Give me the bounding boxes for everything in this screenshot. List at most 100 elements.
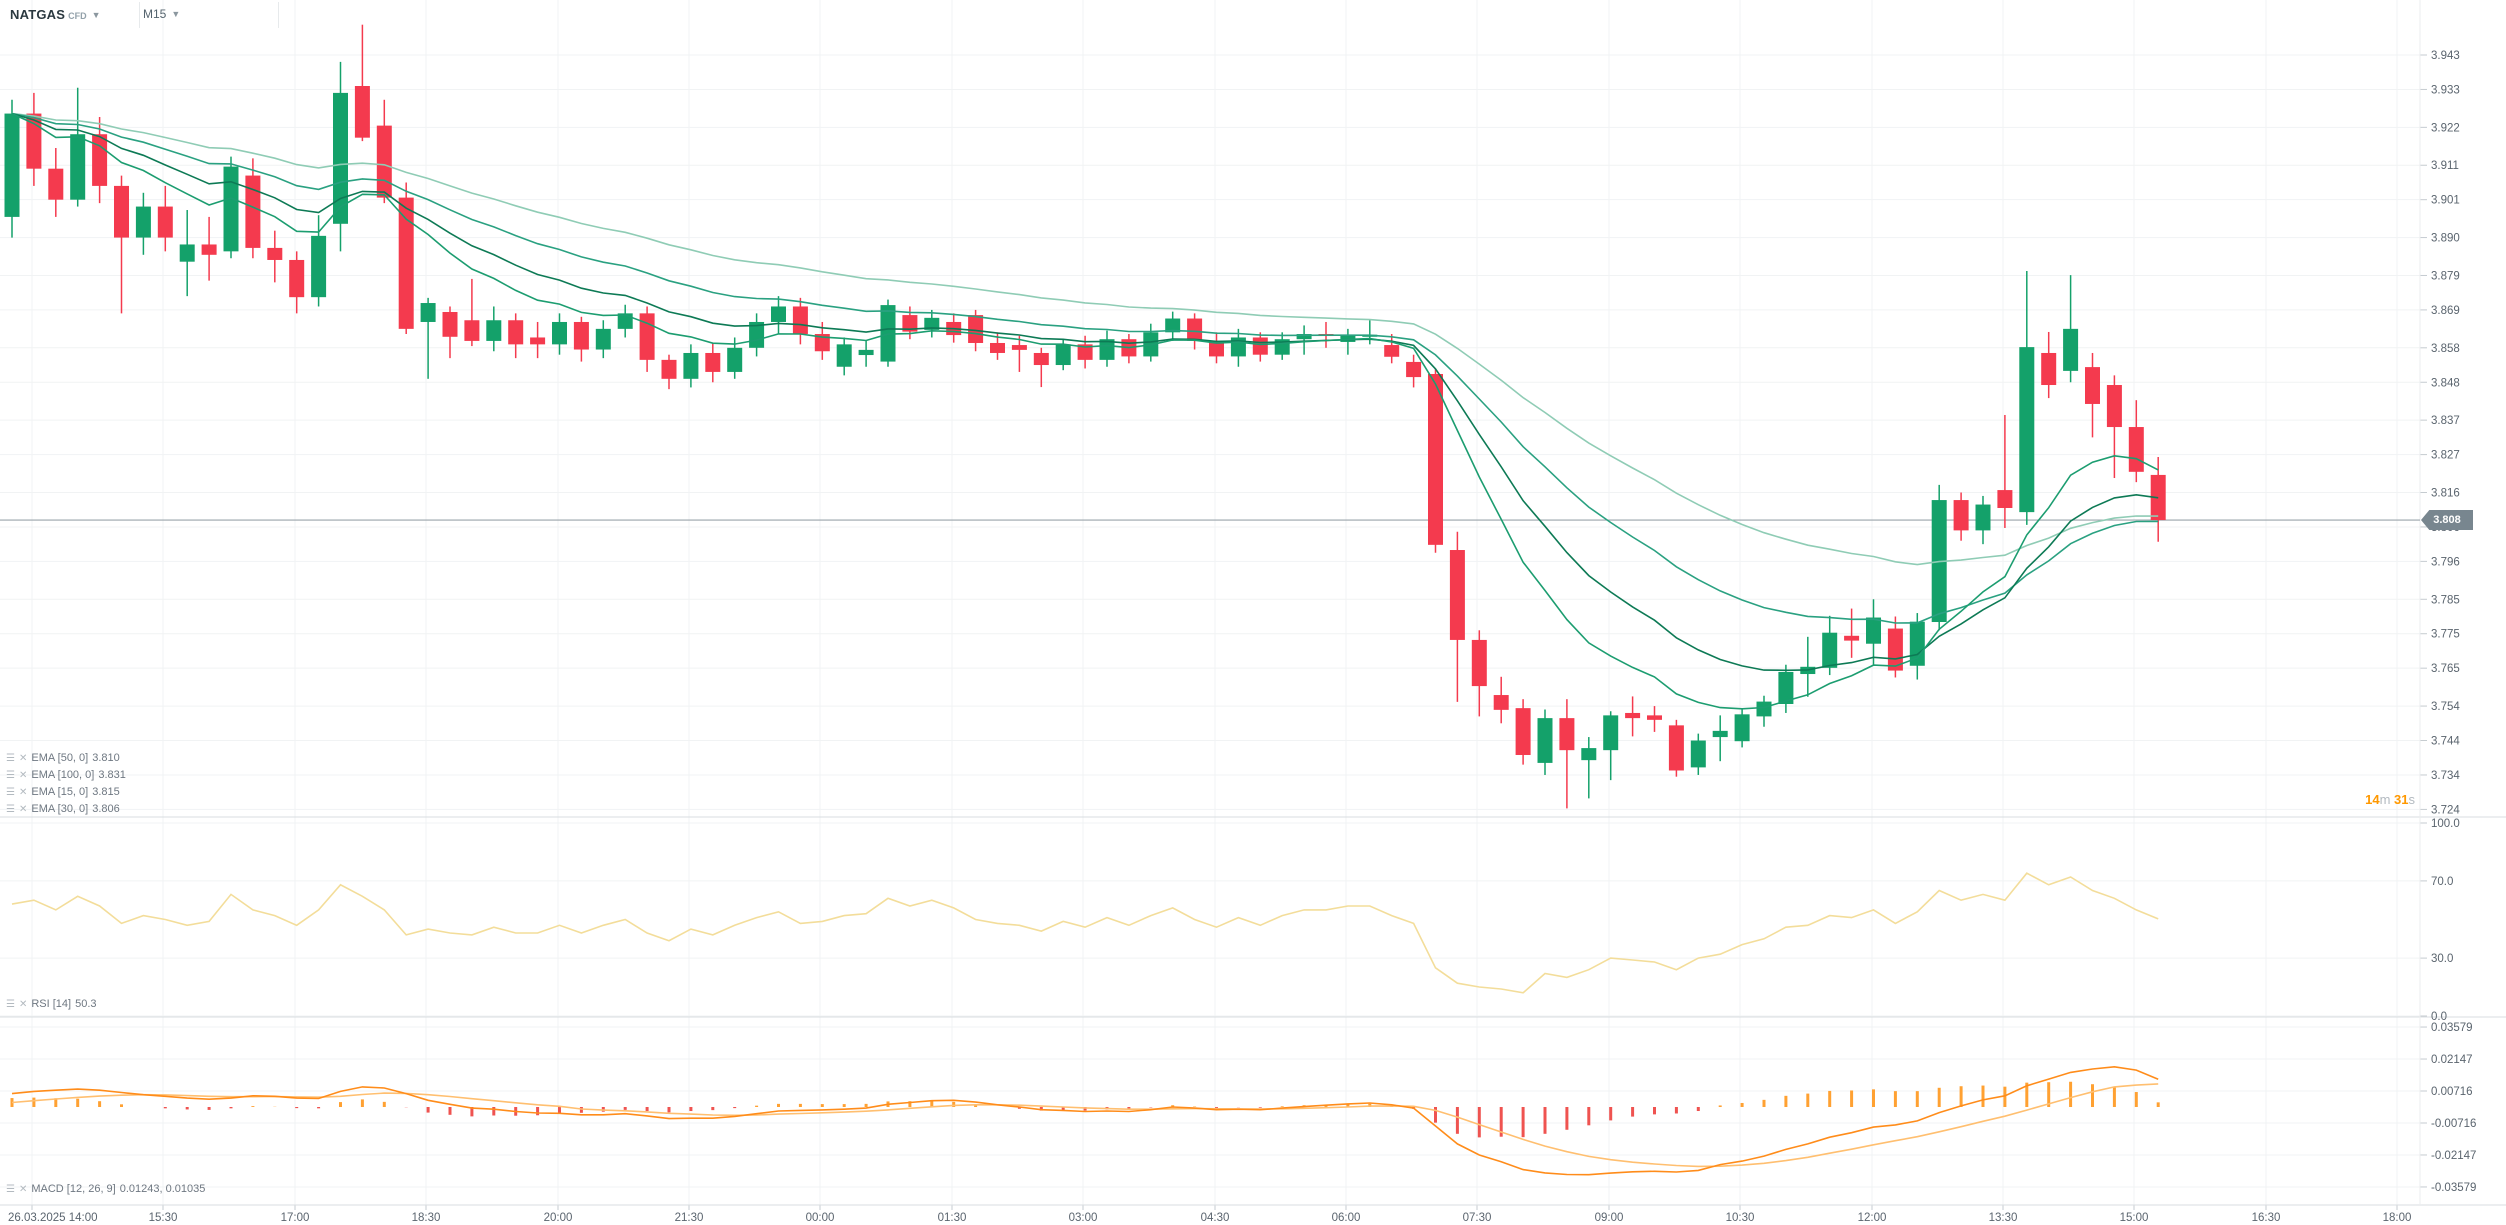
indicator-remove-icon[interactable]: ✕ (18, 770, 28, 781)
value-axis-label: 3.901 (2431, 195, 2460, 207)
candle (1778, 671, 1794, 705)
candle (135, 206, 151, 238)
indicator-settings-icon[interactable]: ☰ (6, 787, 15, 798)
candle (1428, 373, 1443, 545)
time-axis-label: 15:00 (2120, 1212, 2149, 1224)
time-axis-label: 16:30 (2252, 1212, 2281, 1224)
instrument-selector[interactable]: NATGAS CFD ▼ (10, 6, 101, 24)
chevron-down-icon: ▼ (171, 9, 181, 19)
time-axis-label: 00:00 (806, 1212, 835, 1224)
indicator-remove-icon[interactable]: ✕ (18, 753, 28, 764)
value-axis-label: 70.0 (2431, 876, 2453, 888)
value-axis-label: 3.754 (2431, 701, 2460, 713)
candle (1668, 725, 1684, 771)
indicator-settings-icon[interactable]: ☰ (6, 770, 15, 781)
candle (1099, 339, 1115, 360)
time-axis-label: 18:30 (412, 1212, 441, 1224)
indicator-settings-icon[interactable]: ☰ (6, 753, 15, 764)
time-axis-label: 21:30 (675, 1212, 704, 1224)
candle (595, 328, 611, 350)
timeframe-label: M15 (143, 7, 167, 21)
indicator-remove-icon[interactable]: ✕ (18, 804, 28, 815)
candle (902, 315, 918, 332)
candle (157, 206, 173, 238)
candle (1647, 715, 1662, 720)
indicator-value: 3.806 (92, 803, 120, 815)
time-axis-label: 15:30 (149, 1212, 178, 1224)
candle (376, 125, 392, 198)
value-axis-label: 3.890 (2431, 233, 2460, 245)
candle (1011, 345, 1027, 350)
instrument-type-label: CFD (68, 11, 87, 21)
candle (1406, 361, 1422, 378)
candle (1252, 337, 1268, 355)
candle (573, 321, 589, 350)
indicator-value: 0.01243, 0.01035 (119, 1183, 206, 1195)
indicator-settings-icon[interactable]: ☰ (6, 1184, 15, 1195)
value-axis-label: 3.933 (2431, 84, 2460, 96)
indicator-label: EMA [50, 0] (31, 752, 89, 764)
candle (1997, 490, 2013, 508)
indicator-remove-icon[interactable]: ✕ (18, 1184, 28, 1195)
candle (354, 86, 370, 138)
candles-layer (4, 24, 2166, 809)
toolbar-divider (278, 2, 279, 28)
candle (836, 344, 852, 367)
value-axis-label: 3.943 (2431, 50, 2460, 62)
time-axis-label: 07:30 (1463, 1212, 1492, 1224)
candle (858, 349, 874, 356)
ema-lines (11, 112, 2159, 710)
ema-line-ema-100 (11, 112, 2159, 566)
candle (1712, 730, 1728, 738)
candle (1493, 695, 1509, 710)
candle (1975, 504, 1991, 531)
candle (1209, 340, 1224, 357)
legend-rsi: ☰ ✕ RSI [14] 50.3 (6, 998, 97, 1013)
indicator-settings-icon[interactable]: ☰ (6, 999, 15, 1010)
candle (1449, 550, 1465, 640)
countdown-seconds: 31 (2394, 792, 2409, 807)
chart-toolbar: NATGAS CFD ▼ M15 ▼ (0, 0, 2506, 30)
candle (179, 244, 195, 262)
value-axis-label: -0.03579 (2431, 1182, 2476, 1194)
time-axis-label: 26.03.2025 14:00 (8, 1212, 98, 1224)
indicator-value: 50.3 (75, 998, 97, 1010)
candle (398, 197, 414, 329)
candle (70, 134, 86, 200)
candle (661, 359, 677, 379)
candle (2106, 385, 2122, 428)
macd-signal-line (11, 1083, 2159, 1168)
value-axis-label: 100.0 (2431, 818, 2460, 830)
candle (1822, 632, 1838, 668)
indicator-settings-icon[interactable]: ☰ (6, 804, 15, 815)
value-axis-label: -0.00716 (2431, 1118, 2476, 1130)
indicator-remove-icon[interactable]: ✕ (18, 999, 28, 1010)
value-axis-label: 3.869 (2431, 305, 2460, 317)
value-axis-label: 3.858 (2431, 343, 2460, 355)
countdown-minutes-unit: m (2379, 792, 2391, 807)
macd-layer (10, 1065, 2160, 1176)
time-axis-label: 17:00 (281, 1212, 310, 1224)
candle-countdown: 14m 31s (2260, 792, 2415, 807)
value-axis-label: 0.0 (2431, 1011, 2447, 1023)
candle (1690, 740, 1706, 768)
candle (1734, 714, 1750, 742)
value-axis-label: 3.837 (2431, 415, 2460, 427)
candle (1953, 500, 1969, 531)
timeframe-selector[interactable]: M15 ▼ (143, 7, 180, 21)
candle (1296, 334, 1312, 340)
value-axis-label: 3.724 (2431, 804, 2460, 816)
time-axis-label: 20:00 (544, 1212, 573, 1224)
candle (1165, 318, 1181, 333)
indicator-remove-icon[interactable]: ✕ (18, 787, 28, 798)
value-axis-label: 3.796 (2431, 556, 2460, 568)
candle (201, 244, 217, 255)
candle (92, 134, 108, 186)
value-axis-label: 3.765 (2431, 663, 2460, 675)
indicator-label: RSI [14] (31, 998, 72, 1010)
ema-line-ema-30 (11, 112, 2159, 672)
value-axis-label: 3.775 (2431, 629, 2460, 641)
value-axis-label: -0.02147 (2431, 1150, 2476, 1162)
